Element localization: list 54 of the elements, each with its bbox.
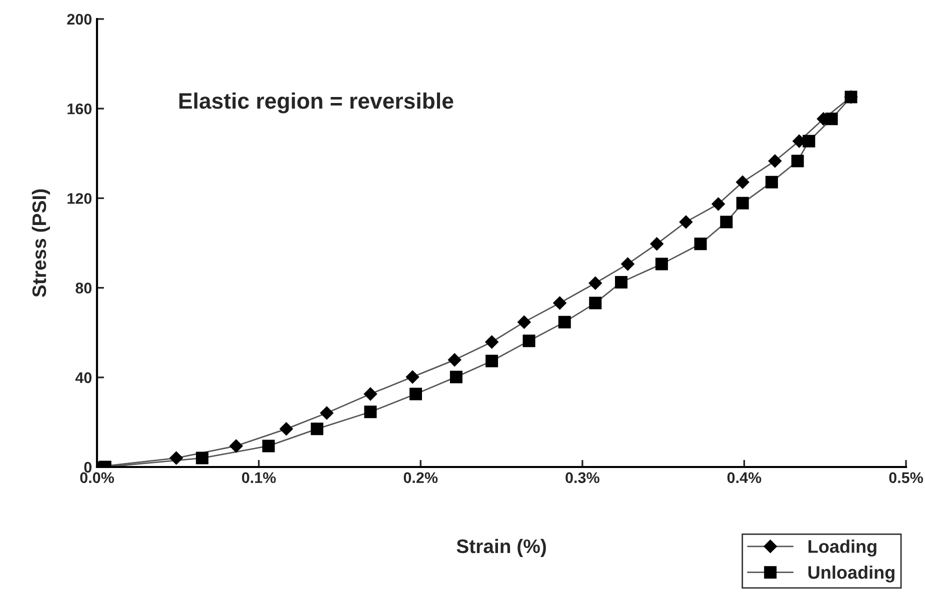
y-axis-title: Stress (PSI) — [32, 189, 50, 298]
point — [364, 406, 377, 418]
legend-label: Loading — [808, 540, 876, 557]
point — [280, 422, 293, 436]
point — [679, 215, 693, 229]
x-axis-title: Strain (%) — [456, 538, 546, 558]
x-tick-label: 0.2% — [404, 472, 438, 484]
point — [558, 316, 571, 328]
y-tick-label: 80 — [76, 282, 92, 294]
point — [448, 353, 462, 367]
point — [736, 196, 749, 210]
y-tick-label: 160 — [68, 103, 92, 114]
y-tick-label: 200 — [67, 14, 92, 25]
point — [450, 370, 462, 384]
y-tick-label: 120 — [68, 193, 92, 204]
point — [522, 334, 536, 348]
point — [230, 439, 243, 453]
point — [486, 354, 498, 368]
point — [170, 451, 183, 465]
point — [409, 388, 422, 400]
point — [364, 387, 378, 401]
point — [655, 258, 668, 270]
point — [694, 238, 707, 250]
x-tick-label: 0.0% — [80, 472, 114, 484]
point — [765, 176, 778, 188]
point — [310, 422, 324, 436]
point — [553, 296, 566, 310]
point — [720, 216, 733, 228]
x-tick-label: 0.4% — [727, 472, 762, 484]
point — [712, 197, 725, 211]
point — [768, 154, 782, 168]
x-tick-label: 0.3% — [566, 472, 600, 484]
point — [825, 112, 838, 126]
annotation: Elastic region = reversible — [179, 92, 454, 114]
point — [621, 257, 634, 271]
point — [485, 335, 498, 349]
point — [262, 440, 275, 452]
point — [650, 237, 664, 250]
point — [588, 276, 602, 290]
point — [196, 452, 208, 464]
point — [736, 175, 750, 189]
y-tick-label: 40 — [75, 372, 92, 384]
point — [406, 370, 420, 384]
point — [791, 154, 804, 168]
x-tick-label: 0.5% — [889, 472, 924, 484]
point — [320, 406, 334, 420]
y-tick-label: 0 — [84, 462, 92, 473]
point — [802, 134, 816, 148]
point — [589, 296, 602, 310]
x-tick-label: 0.1% — [242, 472, 276, 484]
point — [844, 90, 858, 104]
legend-label: Unloading — [808, 566, 894, 582]
point — [614, 276, 628, 288]
point — [518, 315, 531, 329]
